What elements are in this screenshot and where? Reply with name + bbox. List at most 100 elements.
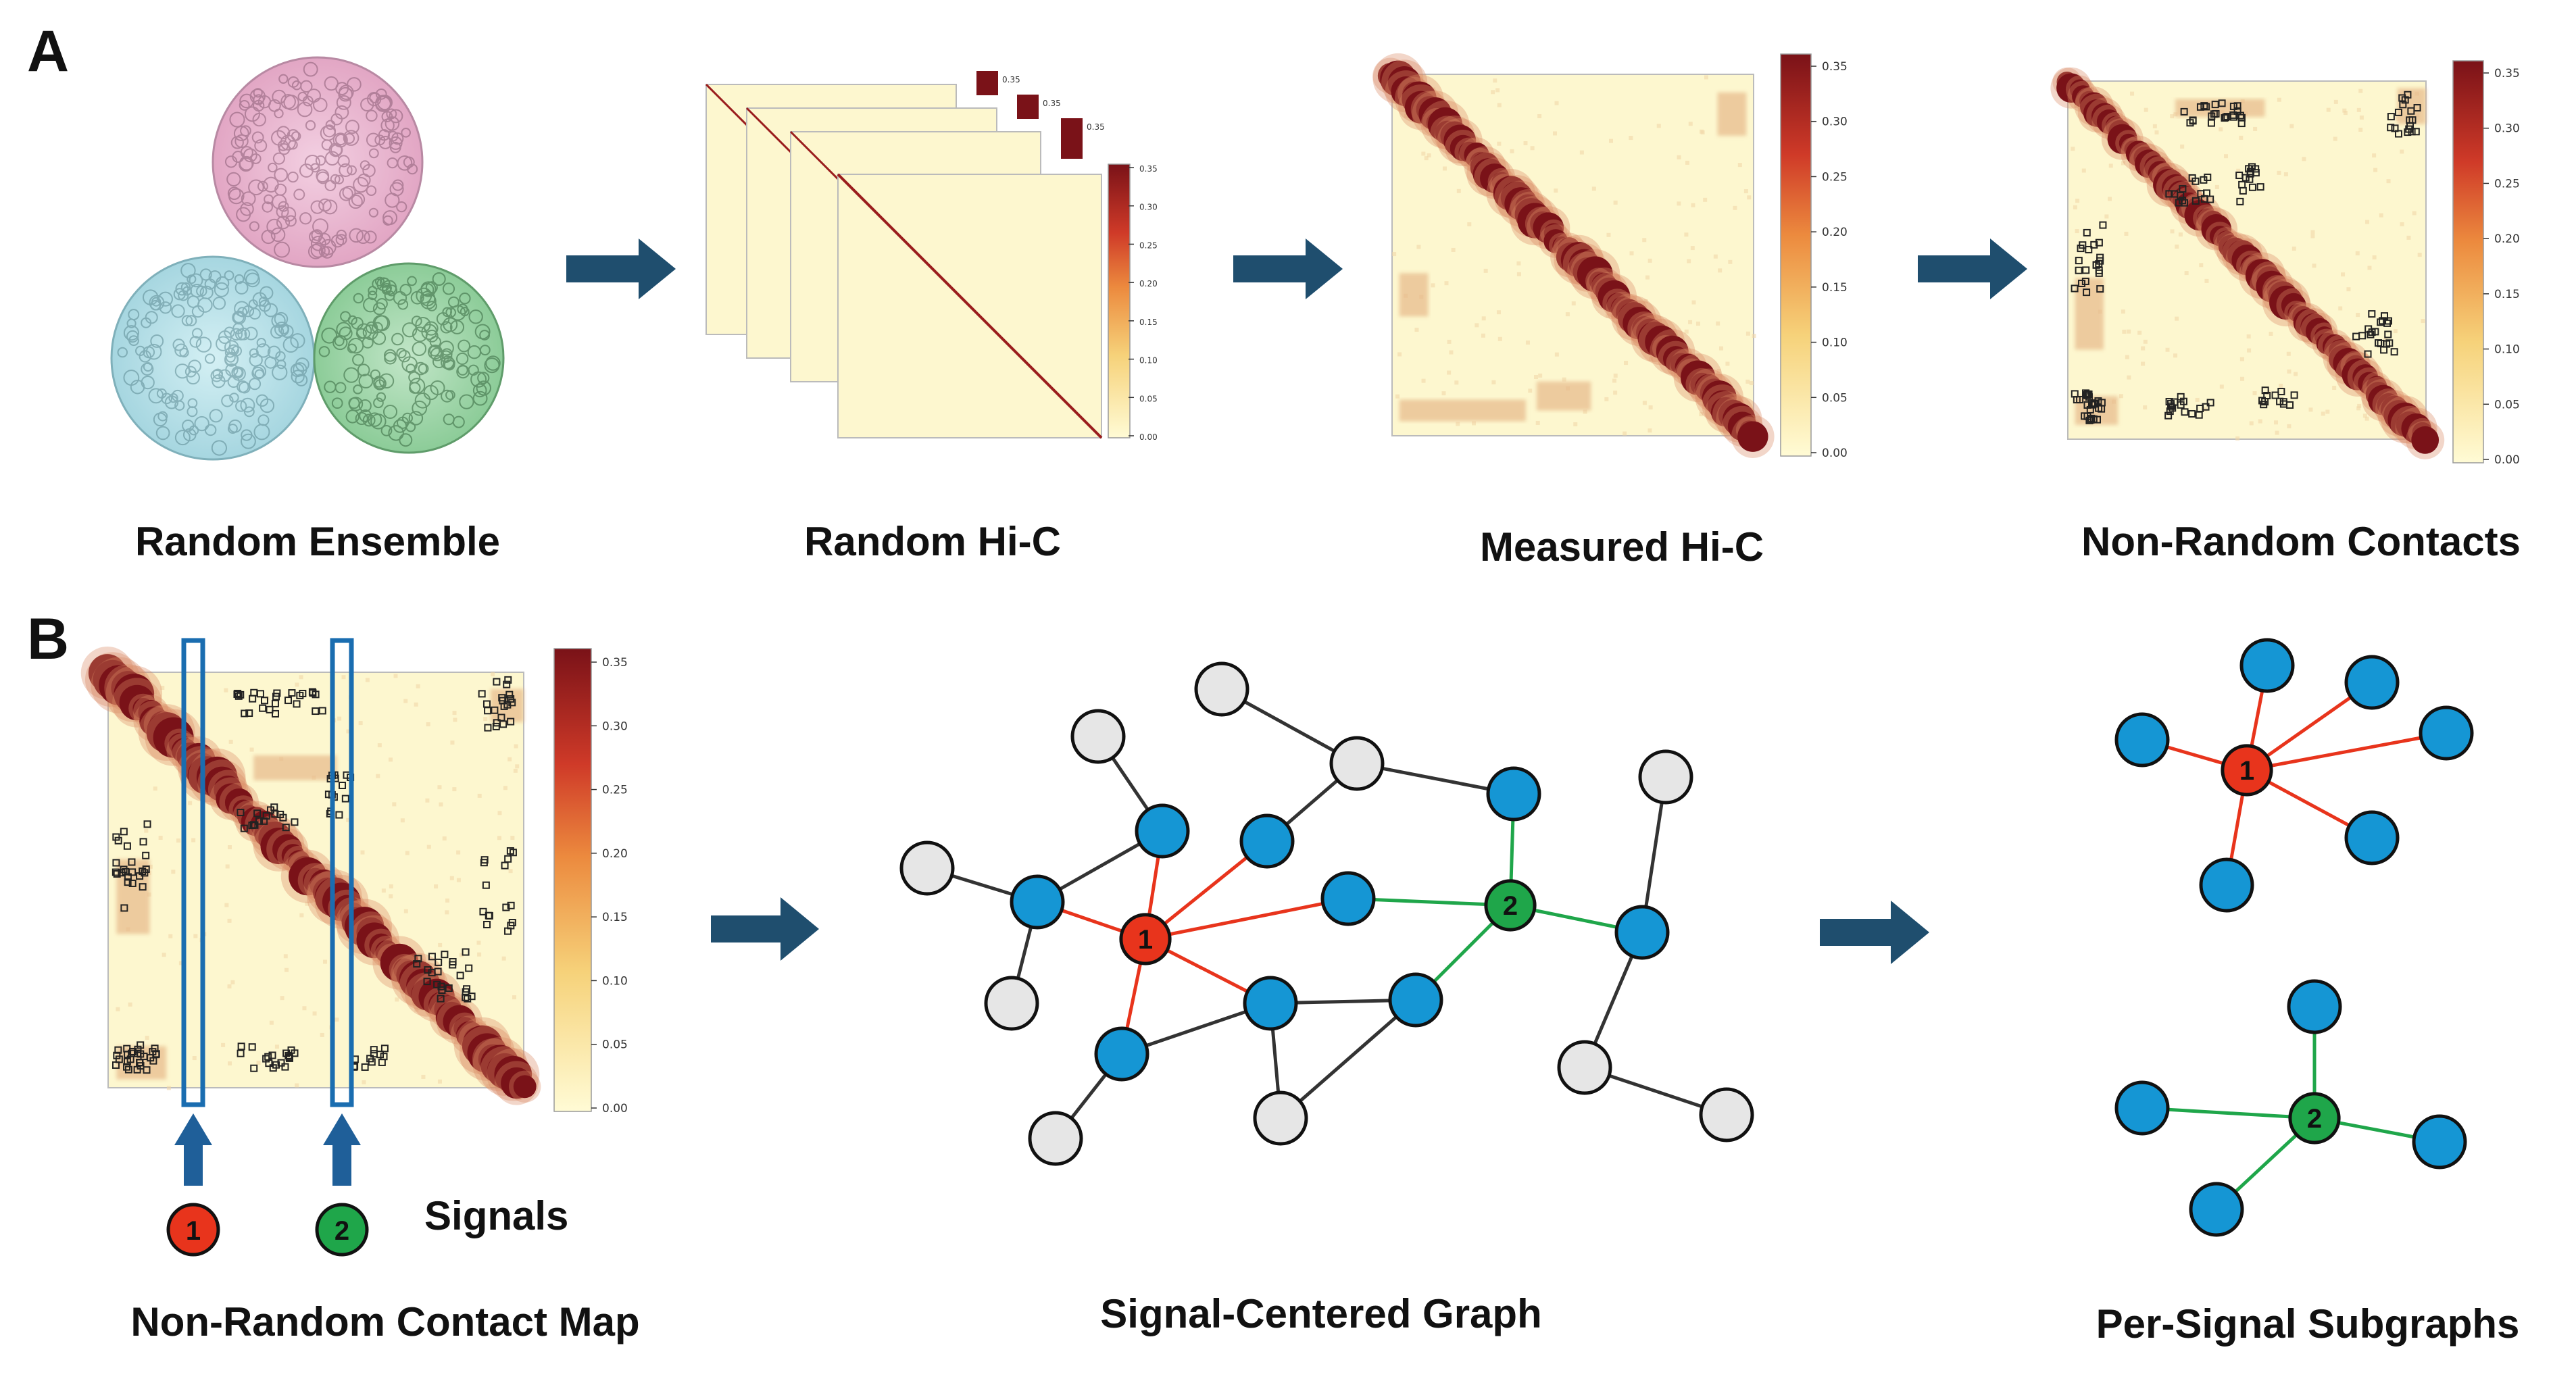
graph-edge bbox=[1279, 998, 1418, 1120]
graph-node bbox=[2419, 705, 2474, 761]
random-hic-stack: 0.35 0.35 0.35 0.35 0.30 0.25 0.20 0.15 0.10 0… bbox=[705, 71, 1158, 442]
colorbar-tick-label: 0.35 bbox=[1822, 60, 1848, 74]
stack-colorbar-label-3: 0.35 bbox=[1087, 122, 1105, 132]
arrow-right-icon bbox=[711, 897, 819, 961]
colorbar-tick-label: 0.20 bbox=[2494, 232, 2520, 246]
colorbar-tick-label: 0.25 bbox=[602, 784, 628, 797]
colorbar-tick-label: 0.10 bbox=[2494, 343, 2520, 357]
signal-node-label: 1 bbox=[1138, 925, 1153, 955]
colorbar-tick-label: 0.25 bbox=[2494, 177, 2520, 191]
protein-cyan bbox=[110, 255, 316, 461]
caption-random-ensemble: Random Ensemble bbox=[135, 519, 500, 564]
signal-marker-1: 1 bbox=[166, 1203, 220, 1257]
colorbar-tick-label: 0.05 bbox=[1822, 391, 1848, 405]
graph-node bbox=[2239, 638, 2295, 693]
caption-nonrandom-contact-map: Non-Random Contact Map bbox=[130, 1299, 639, 1344]
graph-node bbox=[2287, 979, 2342, 1034]
graph-node bbox=[1638, 749, 1693, 805]
graph-node bbox=[1699, 1087, 1754, 1142]
protein-green bbox=[313, 262, 505, 454]
colorbar-tick-label: 0.10 bbox=[1822, 336, 1848, 350]
caption-nonrandom-contacts: Non-Random Contacts bbox=[2081, 519, 2521, 564]
graph-node bbox=[1135, 803, 1190, 859]
measured-hic-colorbar: 0.35 0.30 0.25 0.20 0.15 0.10 0.05 0.00 bbox=[1780, 53, 1848, 460]
arrow-right-icon bbox=[1233, 238, 1343, 299]
graph-node bbox=[2344, 810, 2400, 865]
graph-node bbox=[2412, 1114, 2467, 1170]
colorbar-tick-label: 0.05 bbox=[2494, 398, 2520, 411]
graph-node bbox=[1010, 874, 1065, 930]
contact-map-colorbar: 0.35 0.30 0.25 0.20 0.15 0.10 0.05 0.00 bbox=[553, 648, 628, 1115]
graph-node bbox=[1329, 736, 1385, 791]
panel-label-a: A bbox=[27, 19, 69, 84]
arrow-up-icon bbox=[174, 1113, 212, 1186]
signal-marker-2: 2 bbox=[315, 1203, 369, 1257]
graph-node bbox=[1253, 1090, 1308, 1146]
colorbar-tick-label: 0.30 bbox=[1822, 116, 1848, 129]
nonrandom-contacts-map bbox=[2050, 67, 2445, 459]
graph-node bbox=[899, 840, 955, 896]
colorbar-tick-label: 0.15 bbox=[602, 911, 628, 924]
graph-node bbox=[1094, 1026, 1149, 1082]
graph-node bbox=[1194, 661, 1249, 717]
graph-node bbox=[1486, 766, 1541, 822]
signal-centered-graph: 12 bbox=[899, 661, 1754, 1166]
colorbar-tick-label: 0.20 bbox=[602, 847, 628, 861]
graph-node bbox=[2189, 1182, 2244, 1237]
signal-node-2 bbox=[2288, 1092, 2341, 1145]
signal-node-label: 2 bbox=[2307, 1104, 2322, 1134]
per-signal-subgraphs: 12 bbox=[2114, 638, 2474, 1237]
graph-node bbox=[1388, 972, 1443, 1028]
graph-node bbox=[1239, 813, 1295, 869]
colorbar-tick-label: 0.05 bbox=[602, 1038, 628, 1052]
colorbar-tick-label: 0.25 bbox=[1139, 241, 1158, 250]
graph-node bbox=[2344, 655, 2400, 710]
caption-random-hic: Random Hi-C bbox=[804, 519, 1061, 564]
graph-edge bbox=[2245, 731, 2448, 772]
graph-node bbox=[1243, 976, 1298, 1031]
svg-text:2: 2 bbox=[335, 1216, 349, 1246]
graph-node bbox=[1028, 1111, 1083, 1166]
signal-node-label: 2 bbox=[1503, 891, 1518, 921]
graph-node bbox=[2114, 1080, 2170, 1136]
colorbar-tick-label: 0.25 bbox=[1822, 170, 1848, 184]
colorbar-tick-label: 0.00 bbox=[2494, 453, 2520, 467]
graph-node bbox=[1070, 709, 1126, 764]
nonrandom-contact-map bbox=[80, 638, 541, 1107]
graph-node bbox=[1557, 1040, 1612, 1095]
arrow-right-icon bbox=[1820, 901, 1929, 964]
colorbar-tick-label: 0.30 bbox=[1139, 203, 1158, 212]
caption-per-signal-subgraphs: Per-Signal Subgraphs bbox=[2096, 1301, 2520, 1347]
colorbar-tick-label: 0.15 bbox=[2494, 288, 2520, 301]
signal-2-highlight-box bbox=[330, 638, 354, 1107]
colorbar-tick-label: 0.10 bbox=[1139, 356, 1158, 366]
arrow-right-icon bbox=[566, 238, 676, 299]
signal-node-label: 1 bbox=[2239, 756, 2254, 786]
arrow-up-icon bbox=[323, 1113, 361, 1186]
signal-node-1 bbox=[2221, 744, 2273, 797]
colorbar-tick-label: 0.35 bbox=[1139, 164, 1158, 174]
colorbar-tick-label: 0.30 bbox=[2494, 122, 2520, 136]
svg-text:1: 1 bbox=[186, 1216, 201, 1246]
graph-node bbox=[2199, 857, 2254, 913]
signal-node-2 bbox=[1484, 879, 1537, 932]
stack-colorbar-label-2: 0.35 bbox=[1043, 99, 1061, 108]
colorbar-tick-label: 0.20 bbox=[1139, 279, 1158, 288]
colorbar-tick-label: 0.35 bbox=[602, 656, 628, 670]
graph-node bbox=[2114, 712, 2170, 768]
colorbar-tick-label: 0.15 bbox=[1139, 318, 1158, 327]
colorbar-tick-label: 0.00 bbox=[1139, 432, 1158, 442]
signal-1-highlight-box bbox=[181, 638, 205, 1107]
colorbar-tick-label: 0.10 bbox=[602, 974, 628, 988]
panel-label-b: B bbox=[27, 607, 69, 672]
colorbar-tick-label: 0.00 bbox=[1822, 447, 1848, 460]
random-hic-colorbar: 0.35 0.30 0.25 0.20 0.15 0.10 0.05 0.00 bbox=[1108, 164, 1158, 442]
measured-hic-map bbox=[1372, 53, 1775, 458]
graph-node bbox=[1320, 871, 1376, 926]
caption-signals: Signals bbox=[424, 1193, 568, 1238]
caption-signal-centered-graph: Signal-Centered Graph bbox=[1100, 1291, 1541, 1336]
protein-pink bbox=[212, 56, 424, 268]
colorbar-tick-label: 0.05 bbox=[1139, 394, 1158, 403]
colorbar-tick-label: 0.20 bbox=[1822, 226, 1848, 239]
graph-edge bbox=[2140, 1106, 2317, 1120]
